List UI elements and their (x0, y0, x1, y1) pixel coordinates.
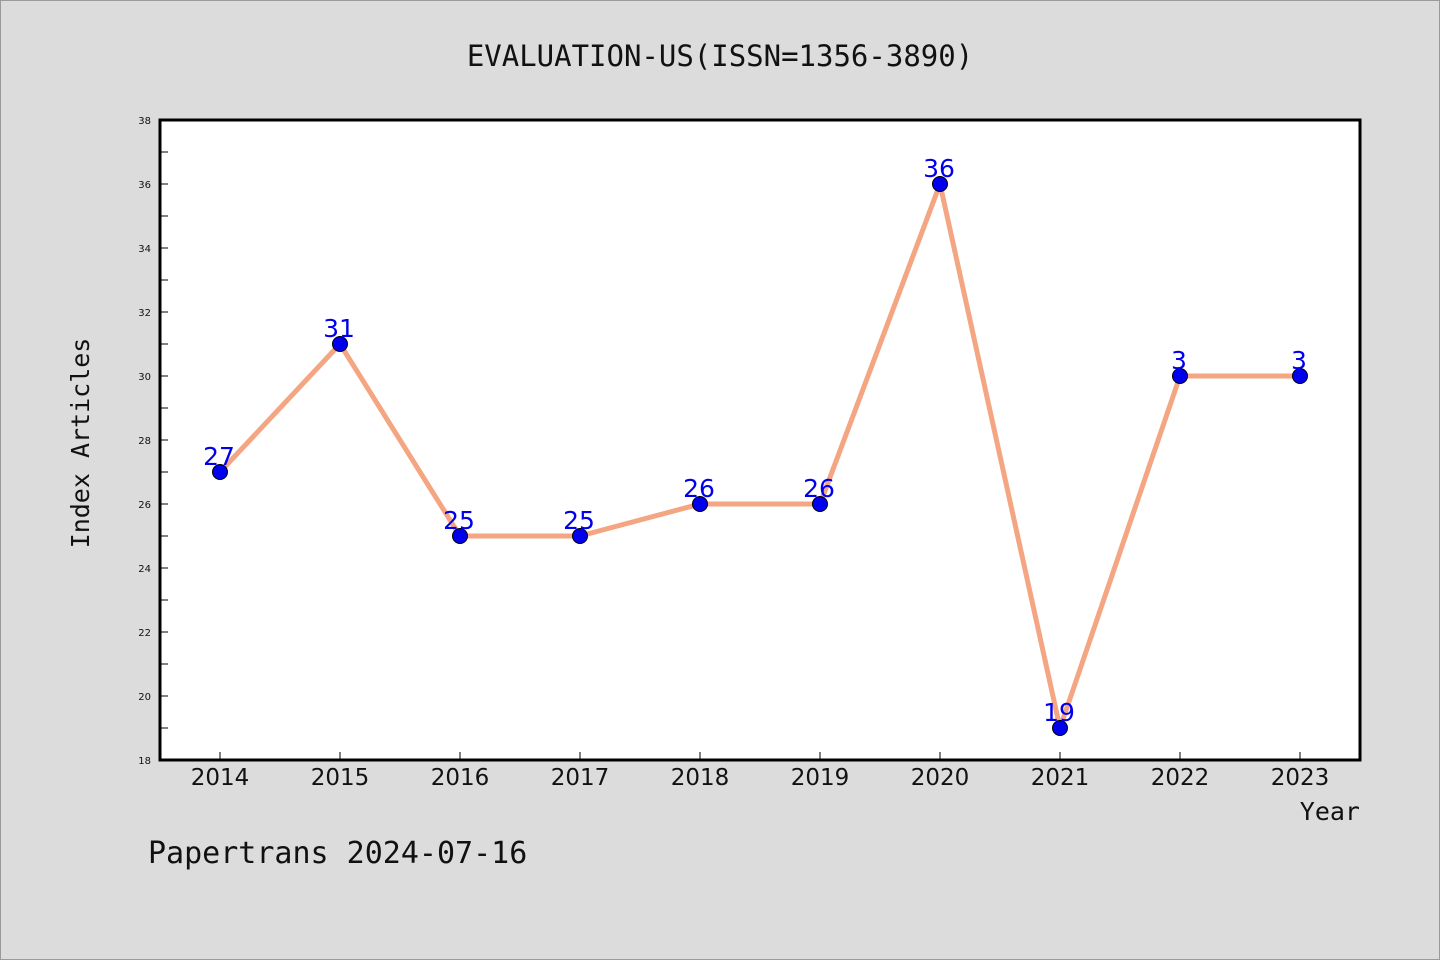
y-tick-label: 24 (138, 564, 151, 575)
y-tick-label: 38 (138, 116, 151, 127)
x-tick-label: 2017 (551, 765, 610, 791)
data-point (812, 496, 828, 512)
data-label: 26 (683, 474, 715, 503)
series-markers (212, 176, 1308, 736)
y-tick-label: 36 (138, 180, 151, 191)
plot-area (158, 118, 1362, 762)
x-tick-label: 2014 (191, 765, 250, 791)
y-tick-label: 26 (138, 500, 151, 511)
data-point (1172, 368, 1188, 384)
series-line (218, 181, 1300, 731)
data-label: 31 (323, 314, 355, 343)
data-label: 25 (443, 506, 475, 535)
y-tick-label: 22 (138, 628, 151, 639)
x-tick-label: 2015 (311, 765, 370, 791)
data-label: 25 (563, 506, 595, 535)
x-tick-label: 2023 (1271, 765, 1330, 791)
chart-title: EVALUATION-US(ISSN=1356-3890) (467, 39, 973, 73)
data-point (572, 528, 588, 544)
data-point (692, 496, 708, 512)
x-axis-label: Year (1300, 797, 1360, 826)
y-axis-label: Index Articles (66, 338, 95, 549)
data-point (212, 464, 228, 480)
y-tick-label: 30 (138, 372, 151, 383)
x-tick-label: 2020 (911, 765, 970, 791)
data-point (1052, 720, 1068, 736)
x-tick-label: 2019 (791, 765, 850, 791)
y-tick-label: 34 (138, 244, 151, 255)
data-label: 3 (1171, 346, 1187, 375)
data-point (452, 528, 468, 544)
data-label: 26 (803, 474, 835, 503)
y-tick-label: 28 (138, 436, 151, 447)
data-label: 36 (923, 154, 955, 183)
data-point (332, 336, 348, 352)
x-tick-label: 2021 (1031, 765, 1090, 791)
data-point (1292, 368, 1308, 384)
y-tick-label: 32 (138, 308, 151, 319)
x-axis: 2014 2015 2016 2017 2018 2019 2020 2021 2022 2023 (191, 752, 1330, 791)
data-label: 3 (1291, 346, 1307, 375)
x-tick-label: 2018 (671, 765, 730, 791)
data-point (932, 176, 948, 192)
y-tick-label: 18 (138, 756, 151, 767)
footer-text: Papertrans 2024-07-16 (148, 836, 527, 871)
data-label: 19 (1043, 698, 1075, 727)
y-tick-label: 20 (138, 692, 151, 703)
y-axis: 18 20 22 24 26 28 30 32 34 36 38 (138, 116, 168, 767)
data-label: 27 (203, 442, 235, 471)
x-tick-label: 2016 (431, 765, 490, 791)
x-tick-label: 2022 (1151, 765, 1210, 791)
data-labels: 27 31 25 25 26 26 36 19 3 3 (203, 154, 1307, 727)
